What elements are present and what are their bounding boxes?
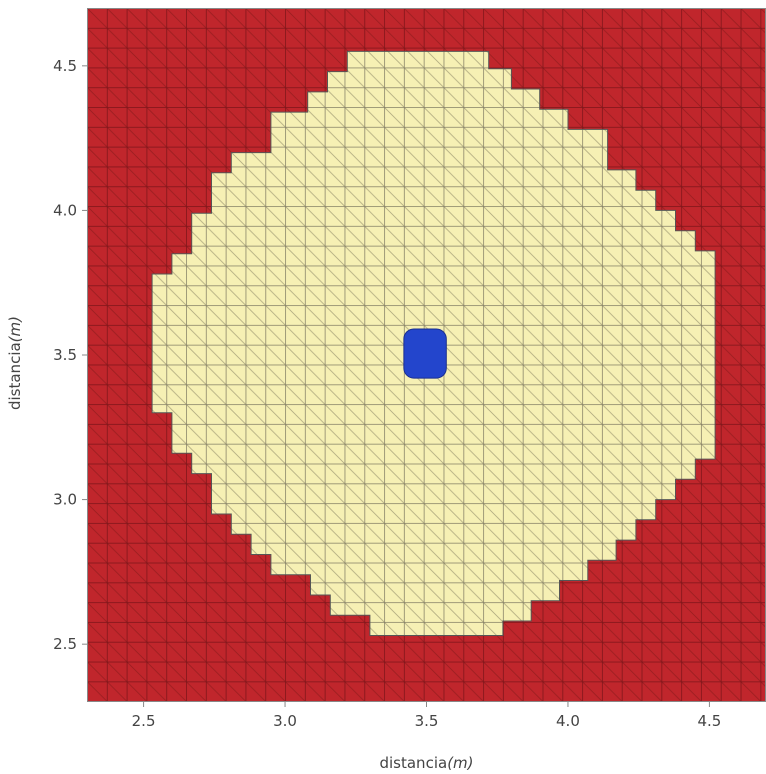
plot-area bbox=[87, 8, 766, 702]
x-tick-label: 3.0 bbox=[273, 712, 297, 730]
x-tick-label: 4.5 bbox=[697, 712, 721, 730]
y-axis-label-text: distancia bbox=[6, 342, 24, 410]
x-axis: 2.5 3.0 3.5 4.0 4.5 bbox=[132, 702, 721, 730]
y-tick-label: 3.0 bbox=[53, 491, 77, 509]
x-tick-label: 4.0 bbox=[556, 712, 580, 730]
x-axis-label: distancia(m) bbox=[379, 754, 473, 772]
y-axis-label: distancia(m) bbox=[6, 316, 24, 410]
y-tick-label: 3.5 bbox=[53, 346, 77, 364]
y-tick-label: 4.5 bbox=[53, 57, 77, 75]
x-tick-label: 2.5 bbox=[132, 712, 156, 730]
y-axis-label-unit: (m) bbox=[6, 316, 24, 342]
y-tick-label: 4.0 bbox=[53, 201, 77, 219]
x-axis-label-unit: (m) bbox=[447, 754, 473, 772]
center-region bbox=[403, 328, 447, 379]
x-tick-label: 3.5 bbox=[415, 712, 439, 730]
y-tick-label: 2.5 bbox=[53, 635, 77, 653]
y-axis: 2.5 3.0 3.5 4.0 4.5 bbox=[53, 57, 87, 653]
x-axis-label-text: distancia bbox=[379, 754, 447, 772]
